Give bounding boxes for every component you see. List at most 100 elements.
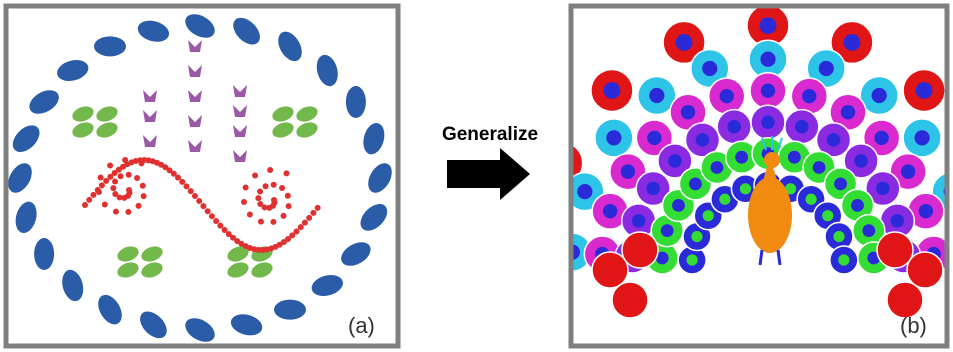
red-dot xyxy=(205,208,211,214)
green-leaf xyxy=(115,244,140,265)
feather-eye xyxy=(916,82,933,99)
feather-eye xyxy=(834,177,847,190)
feather-eye xyxy=(844,34,861,51)
feather-eye xyxy=(841,105,855,119)
feather-eye xyxy=(760,52,775,67)
red-dot xyxy=(213,218,219,224)
blue-leaf xyxy=(309,272,345,300)
feather-eye xyxy=(827,133,841,147)
pattern-b xyxy=(519,5,953,318)
blue-leaf xyxy=(181,9,219,42)
arrow xyxy=(447,148,530,200)
purple-flower xyxy=(188,115,202,127)
red-dot xyxy=(294,228,300,234)
red-dot xyxy=(209,213,215,219)
feather-eye xyxy=(919,204,933,218)
red-dot xyxy=(302,220,308,226)
purple-flower xyxy=(143,135,157,147)
red-dot xyxy=(112,191,118,197)
red-dot xyxy=(113,209,119,215)
green-leaf xyxy=(115,260,140,281)
feather xyxy=(907,252,943,288)
purple-flower xyxy=(233,150,247,162)
red-dot xyxy=(247,212,253,218)
red-dot xyxy=(179,179,185,185)
feather-eye xyxy=(876,182,890,196)
red-dot xyxy=(136,203,142,209)
green-leaf xyxy=(94,104,119,125)
feather xyxy=(519,229,561,271)
feather-eye xyxy=(901,164,915,178)
feather xyxy=(622,232,658,268)
feather-eye xyxy=(577,184,592,199)
red-dot xyxy=(125,209,131,215)
blue-leaf xyxy=(94,36,126,56)
feather-eye xyxy=(851,199,864,212)
feather-eye xyxy=(621,164,635,178)
feather-eye xyxy=(676,34,693,51)
red-dot xyxy=(255,195,261,201)
feather-eye xyxy=(872,88,887,103)
feather-eye xyxy=(661,224,674,237)
pattern-a xyxy=(3,9,396,346)
feather-eye xyxy=(727,120,741,134)
red-dot xyxy=(286,203,292,209)
feather-eye xyxy=(819,61,834,76)
feather-eye xyxy=(838,254,849,265)
blue-leaf xyxy=(273,28,306,66)
panel-label: (a) xyxy=(348,313,375,338)
red-dot xyxy=(252,172,258,178)
green-leaf xyxy=(70,120,95,141)
feather-eye xyxy=(702,61,717,76)
red-dot xyxy=(283,170,289,176)
feather-eye xyxy=(604,82,621,99)
blue-leaf xyxy=(346,86,366,118)
blue-leaf xyxy=(12,199,40,235)
purple-flower xyxy=(188,140,202,152)
blue-leaf xyxy=(55,57,91,85)
purple-flower xyxy=(233,125,247,137)
red-dot xyxy=(257,188,263,194)
feather-eye xyxy=(681,105,695,119)
red-dot xyxy=(112,178,118,184)
purple-flower xyxy=(188,65,202,77)
feather-eye xyxy=(788,151,801,164)
red-dot xyxy=(258,219,264,225)
purple-flower xyxy=(188,90,202,102)
feather-eye xyxy=(761,115,775,129)
red-dot xyxy=(82,202,88,208)
green-leaf xyxy=(270,104,295,125)
blue-leaf xyxy=(337,237,375,270)
red-dot xyxy=(270,219,276,225)
blue-leaf xyxy=(229,311,265,339)
red-dot xyxy=(110,185,116,191)
red-dot xyxy=(90,192,96,198)
blue-leaf xyxy=(135,17,171,45)
red-dot xyxy=(102,202,108,208)
blue-leaf xyxy=(34,238,54,270)
green-leaf xyxy=(225,260,250,281)
feather-eye xyxy=(668,154,682,168)
feather-eye xyxy=(646,182,660,196)
blue-leaf xyxy=(274,300,306,320)
red-dot xyxy=(86,197,92,203)
feather-eye xyxy=(649,88,664,103)
red-dot xyxy=(192,193,198,199)
red-dot xyxy=(138,160,144,166)
arrow-label: Generalize xyxy=(442,124,538,145)
feather-eye xyxy=(915,130,930,145)
red-dot xyxy=(200,203,206,209)
blue-leaf xyxy=(228,13,265,50)
figure: (a) (b) Generalize xyxy=(0,0,953,352)
green-leaf xyxy=(249,260,274,281)
panel-frame xyxy=(6,6,398,346)
feather-eye xyxy=(761,84,775,98)
purple-flower xyxy=(143,110,157,122)
red-dot xyxy=(98,174,104,180)
feather-eye xyxy=(719,194,730,205)
red-dot xyxy=(310,210,316,216)
feather-eye xyxy=(795,120,809,134)
green-leaf xyxy=(294,104,319,125)
red-dot xyxy=(263,183,269,189)
red-dot xyxy=(241,199,247,205)
